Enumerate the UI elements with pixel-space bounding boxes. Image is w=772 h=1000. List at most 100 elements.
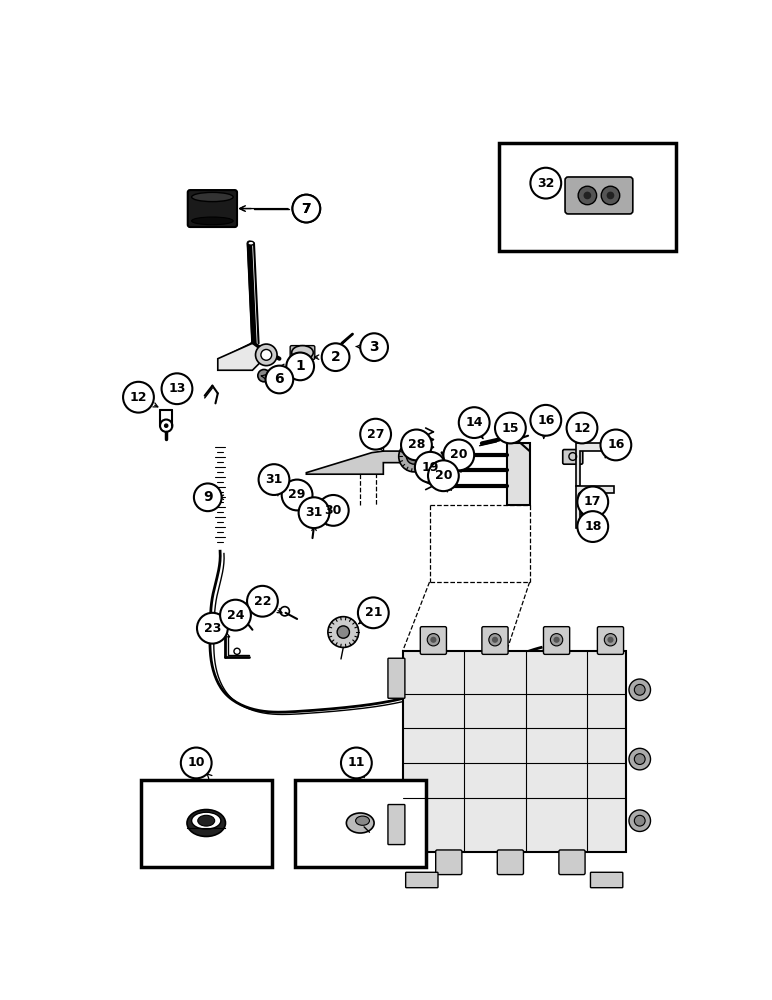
Circle shape (361, 419, 391, 450)
Text: 11: 11 (347, 756, 365, 769)
Text: 17: 17 (584, 495, 601, 508)
Text: 7: 7 (302, 202, 311, 216)
Circle shape (164, 423, 168, 428)
Ellipse shape (292, 346, 313, 359)
Circle shape (567, 413, 598, 443)
Circle shape (428, 460, 459, 491)
FancyBboxPatch shape (565, 177, 633, 214)
Circle shape (259, 464, 290, 495)
Ellipse shape (356, 816, 370, 825)
Circle shape (401, 430, 432, 460)
FancyBboxPatch shape (435, 850, 462, 875)
Text: 21: 21 (364, 606, 382, 619)
Circle shape (337, 626, 350, 638)
Text: 24: 24 (227, 609, 244, 622)
Circle shape (293, 195, 320, 222)
Circle shape (261, 349, 272, 360)
Circle shape (635, 754, 645, 764)
Circle shape (635, 684, 645, 695)
Circle shape (161, 373, 192, 404)
Circle shape (530, 168, 561, 199)
FancyBboxPatch shape (402, 651, 626, 852)
Text: 14: 14 (466, 416, 483, 429)
Text: 31: 31 (266, 473, 283, 486)
Circle shape (415, 452, 445, 483)
Circle shape (584, 192, 591, 199)
FancyBboxPatch shape (598, 627, 624, 654)
FancyBboxPatch shape (559, 850, 585, 875)
FancyBboxPatch shape (388, 658, 405, 698)
Text: 10: 10 (188, 756, 205, 769)
Circle shape (328, 617, 359, 647)
FancyBboxPatch shape (295, 780, 425, 867)
Circle shape (266, 366, 293, 393)
FancyBboxPatch shape (141, 780, 272, 867)
Circle shape (258, 369, 270, 382)
Text: 1: 1 (296, 359, 305, 373)
Circle shape (123, 382, 154, 413)
Polygon shape (576, 486, 615, 528)
Text: 23: 23 (204, 622, 221, 635)
Circle shape (445, 482, 452, 490)
Circle shape (578, 492, 586, 500)
FancyBboxPatch shape (405, 872, 438, 888)
Ellipse shape (248, 241, 254, 245)
Ellipse shape (347, 813, 374, 833)
Ellipse shape (191, 192, 233, 202)
Circle shape (459, 407, 489, 438)
Circle shape (427, 634, 439, 646)
Polygon shape (218, 343, 268, 370)
FancyBboxPatch shape (482, 627, 508, 654)
Circle shape (492, 637, 498, 643)
Circle shape (282, 480, 313, 510)
Text: 15: 15 (502, 422, 519, 434)
Text: 30: 30 (324, 504, 342, 517)
Circle shape (601, 430, 631, 460)
Circle shape (398, 441, 429, 472)
Circle shape (629, 748, 651, 770)
Circle shape (604, 634, 617, 646)
Circle shape (256, 344, 277, 366)
Text: 16: 16 (537, 414, 554, 427)
Circle shape (495, 413, 526, 443)
FancyBboxPatch shape (420, 627, 446, 654)
Circle shape (601, 186, 620, 205)
FancyBboxPatch shape (188, 190, 237, 227)
FancyBboxPatch shape (506, 443, 530, 505)
Text: 3: 3 (369, 340, 379, 354)
Circle shape (299, 497, 330, 528)
Circle shape (286, 353, 314, 380)
Circle shape (577, 487, 608, 517)
Circle shape (554, 637, 560, 643)
Circle shape (629, 810, 651, 831)
Text: 6: 6 (275, 372, 284, 386)
Text: 31: 31 (306, 506, 323, 519)
Circle shape (635, 815, 645, 826)
Text: 12: 12 (574, 422, 591, 434)
Text: 13: 13 (168, 382, 185, 395)
Circle shape (607, 192, 615, 199)
Circle shape (489, 634, 501, 646)
Circle shape (550, 634, 563, 646)
Text: 32: 32 (537, 177, 554, 190)
FancyBboxPatch shape (497, 850, 523, 875)
Text: 28: 28 (408, 438, 425, 451)
Circle shape (322, 343, 350, 371)
Text: 7: 7 (302, 202, 311, 216)
Text: 19: 19 (422, 461, 439, 474)
Text: 20: 20 (450, 448, 468, 461)
Circle shape (318, 495, 349, 526)
Ellipse shape (187, 810, 225, 836)
FancyBboxPatch shape (290, 346, 315, 359)
Circle shape (443, 440, 474, 470)
Circle shape (358, 597, 389, 628)
Circle shape (578, 186, 597, 205)
Circle shape (445, 466, 452, 474)
Circle shape (194, 483, 222, 511)
Circle shape (430, 637, 436, 643)
Text: 16: 16 (608, 438, 625, 451)
Ellipse shape (191, 812, 221, 829)
Text: 18: 18 (584, 520, 601, 533)
Circle shape (406, 449, 422, 464)
Circle shape (220, 600, 251, 631)
